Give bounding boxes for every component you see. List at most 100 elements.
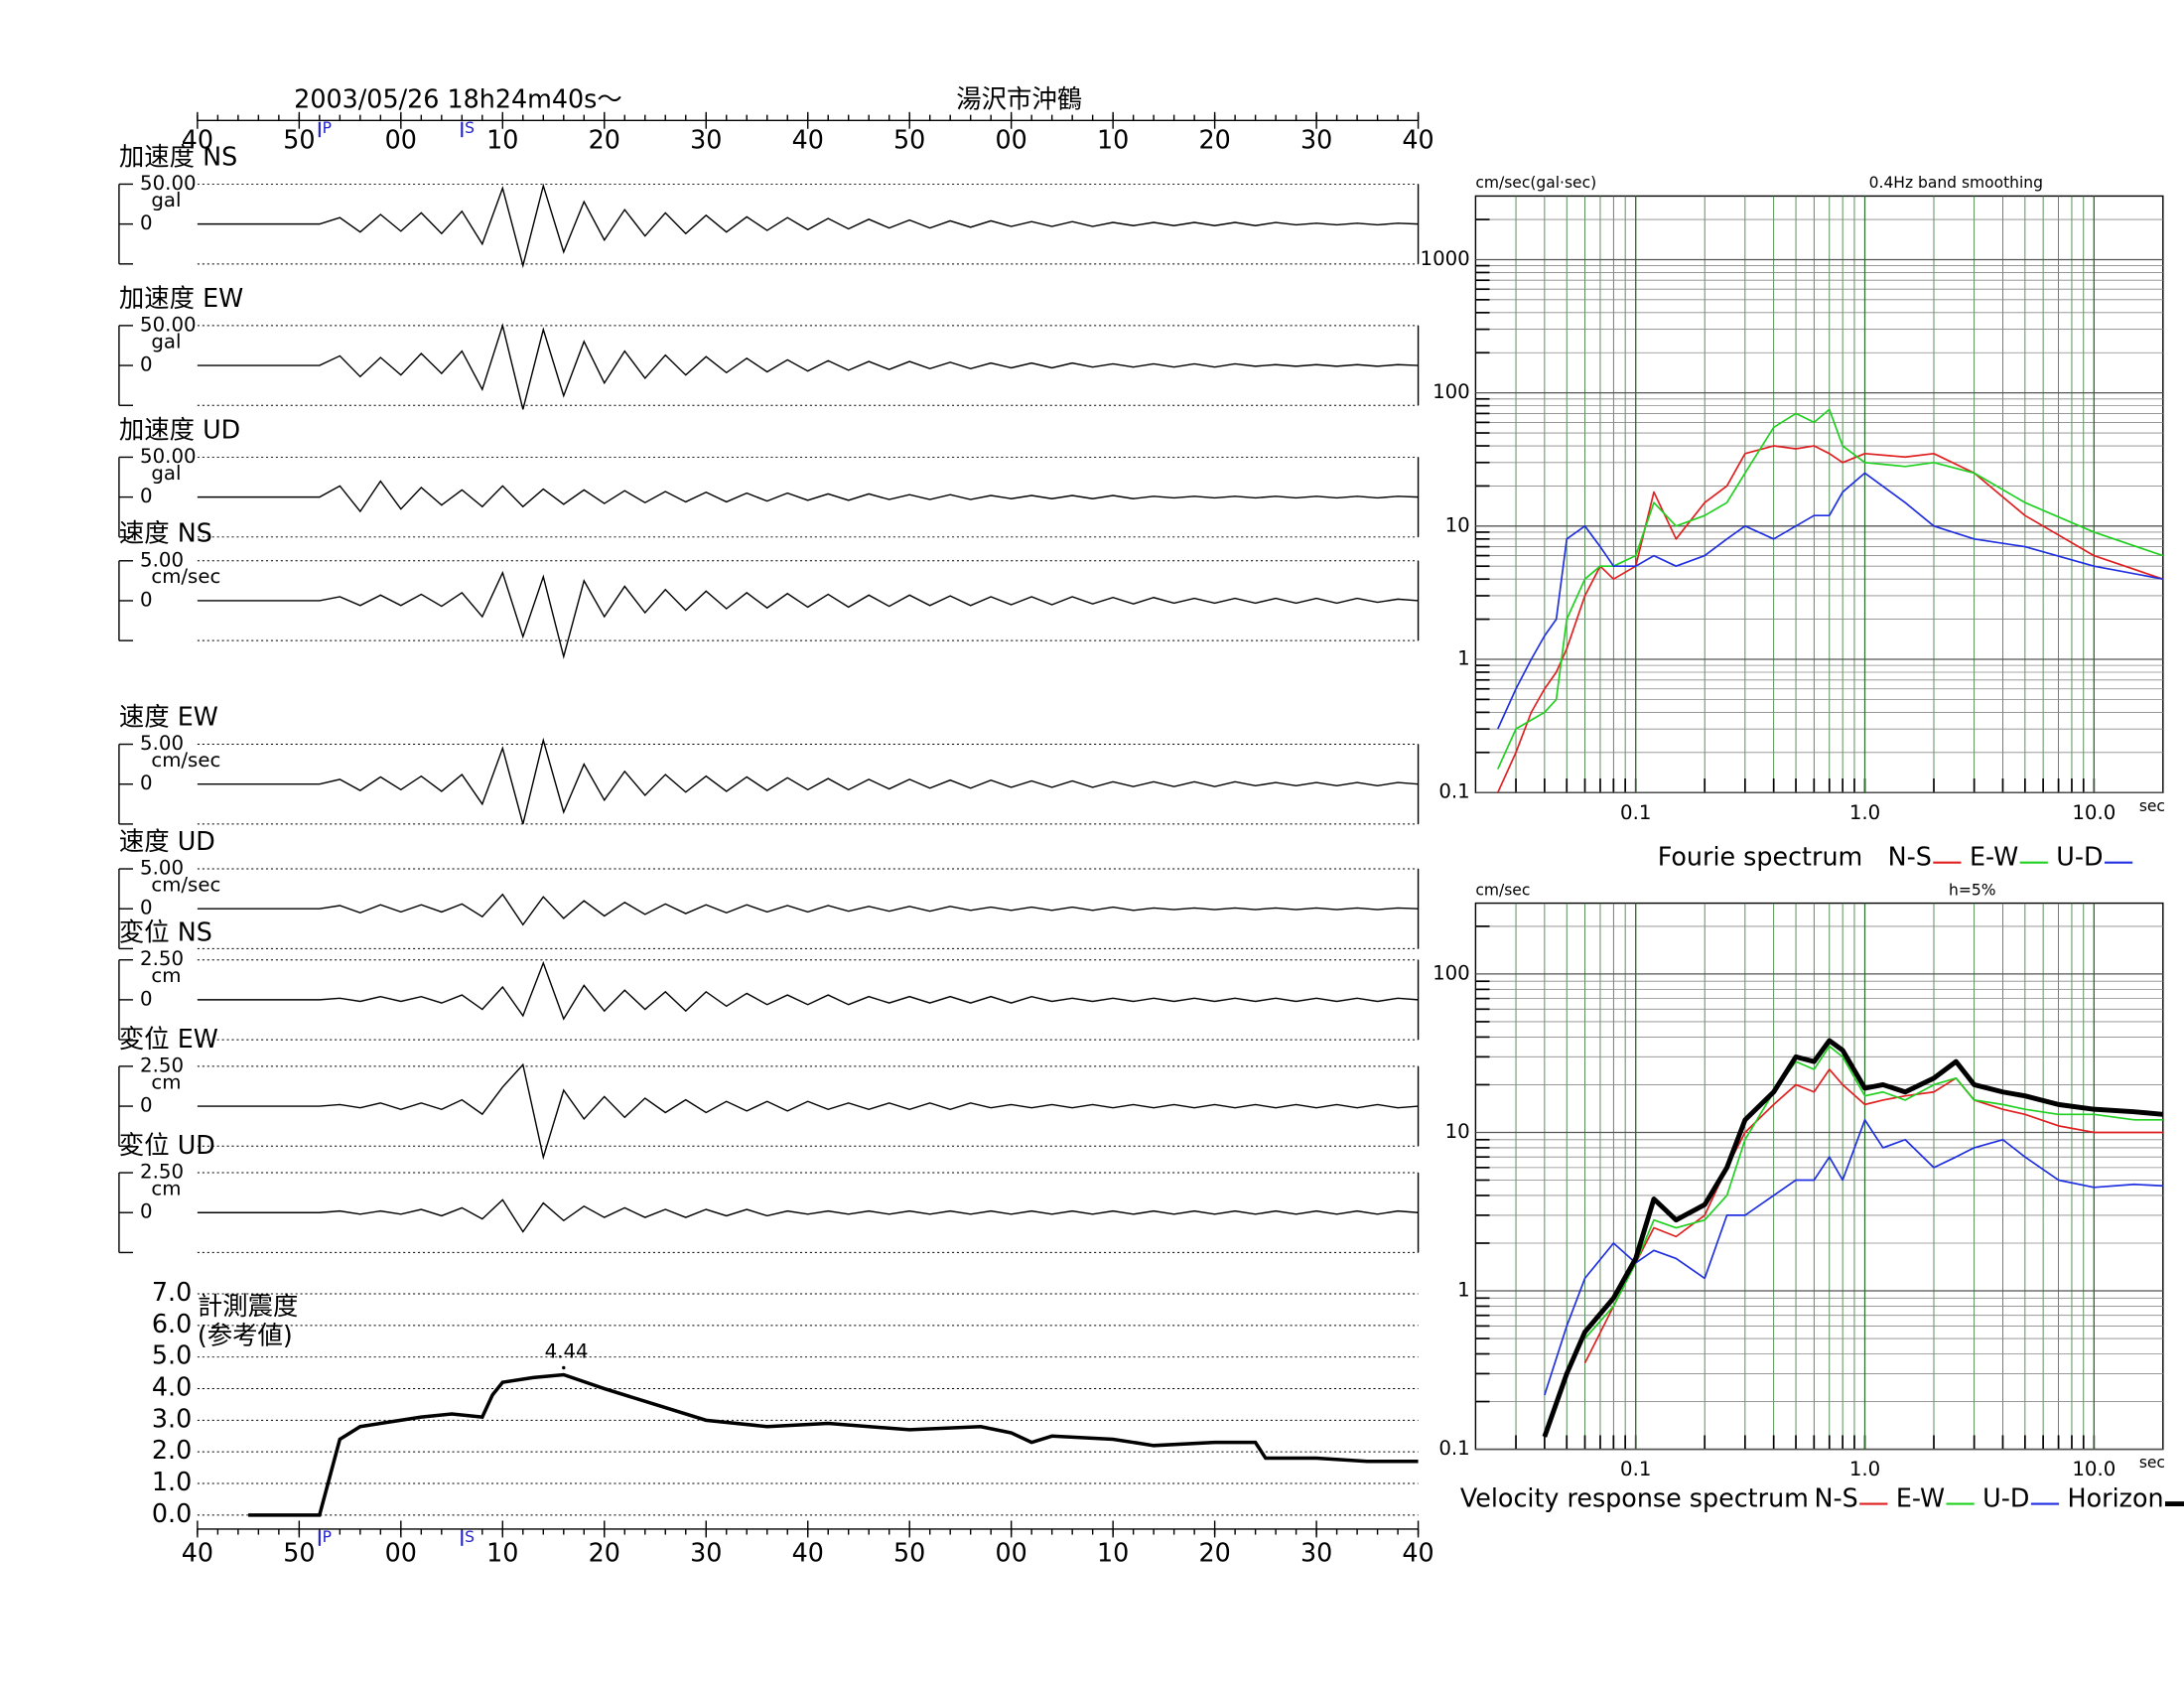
spectrum-line xyxy=(1583,1068,2163,1364)
x-tick-label: 20 xyxy=(589,1537,620,1567)
x-tick-label: 1.0 xyxy=(1849,1458,1880,1480)
x-tick-label: 00 xyxy=(996,124,1027,154)
x-tick-label: 10 xyxy=(1097,124,1129,154)
spectrum-line xyxy=(1544,1118,2163,1396)
y-tick-label: 1 xyxy=(1457,646,1470,669)
phase-label: P xyxy=(323,1528,332,1546)
peak-dot xyxy=(562,1365,566,1370)
unit-label: gal xyxy=(151,462,181,485)
unit-label: gal xyxy=(151,330,181,352)
y-tick-label: 100 xyxy=(1433,961,1470,984)
x-tick-label: 40 xyxy=(1402,124,1433,154)
y-tick-label: 2.50 xyxy=(140,1161,184,1184)
x-tick-label: 50 xyxy=(283,1537,315,1567)
x-tick-label: 40 xyxy=(792,1537,824,1567)
y-tick-label: 0 xyxy=(140,485,153,507)
spectrum-line xyxy=(1496,408,2164,770)
spectrum-line xyxy=(1496,445,2164,793)
y-tick-label: 1000 xyxy=(1421,247,1470,270)
y-tick-label: 50.00 xyxy=(140,172,197,195)
trace-label: 変位 EW xyxy=(119,1024,218,1054)
date: 2003/05/26 18h24m40s〜 xyxy=(294,84,622,114)
unit-label: cm xyxy=(151,1070,181,1093)
legend-title: Fourie spectrum xyxy=(1658,841,1863,871)
waveform xyxy=(197,1198,1419,1233)
x-tick-label: 00 xyxy=(385,124,417,154)
x-tick-label: 20 xyxy=(589,124,620,154)
title: 計測震度 xyxy=(198,1291,299,1321)
x-tick-label: 30 xyxy=(1300,124,1332,154)
spectrum-line xyxy=(1583,1045,2163,1339)
y-unit: cm/sec xyxy=(1475,881,1530,899)
x-tick-label: 30 xyxy=(1300,1537,1332,1567)
x-tick-label: 1.0 xyxy=(1849,801,1880,824)
legend-label: E-W xyxy=(1896,1482,1945,1512)
x-tick-label: 00 xyxy=(996,1537,1027,1567)
unit-label: cm/sec xyxy=(151,749,220,772)
y-tick-label: 5.00 xyxy=(140,732,184,755)
trace-label: 速度 NS xyxy=(119,518,212,548)
legend-label: Horizon xyxy=(2068,1482,2164,1512)
x-tick-label: 40 xyxy=(182,124,213,154)
x-tick-label: 20 xyxy=(1198,1537,1230,1567)
x-tick-label: 0.1 xyxy=(1620,801,1651,824)
y-tick-label: 0 xyxy=(140,588,153,611)
y-tick-label: 5.00 xyxy=(140,857,184,880)
peak-label: 4.44 xyxy=(545,1339,589,1362)
y-tick-label: 0.1 xyxy=(1438,780,1469,803)
legend-title: Velocity response spectrum xyxy=(1460,1482,1809,1512)
waveform xyxy=(197,323,1419,410)
trace-label: 変位 NS xyxy=(119,917,212,947)
trace-label: 速度 UD xyxy=(119,826,215,856)
y-tick-label: 10 xyxy=(1445,1120,1470,1143)
waveform xyxy=(197,1062,1419,1161)
waveform xyxy=(197,183,1419,269)
y-tick-label: 0 xyxy=(140,211,153,234)
y-tick-label: 0.0 xyxy=(152,1498,192,1528)
y-tick-label: 5.00 xyxy=(140,548,184,571)
x-tick-label: 50 xyxy=(893,1537,925,1567)
unit-label: gal xyxy=(151,189,181,211)
y-tick-label: 0 xyxy=(140,1200,153,1223)
unit-label: cm/sec xyxy=(151,565,220,588)
y-tick-label: 2.0 xyxy=(152,1435,192,1465)
x-tick-label: 50 xyxy=(283,124,315,154)
note: 0.4Hz band smoothing xyxy=(1869,174,2043,192)
y-tick-label: 1 xyxy=(1457,1279,1470,1302)
y-tick-label: 5.0 xyxy=(152,1340,192,1370)
subtitle: (参考値) xyxy=(198,1321,293,1350)
spectrum-line xyxy=(1496,472,2163,730)
x-tick-label: 10.0 xyxy=(2072,801,2116,824)
y-tick-label: 6.0 xyxy=(152,1309,192,1338)
plot-frame xyxy=(1474,902,2164,1451)
y-tick-label: 2.50 xyxy=(140,947,184,970)
y-tick-label: 50.00 xyxy=(140,313,197,336)
x-tick-label: 30 xyxy=(690,1537,722,1567)
y-tick-label: 10 xyxy=(1445,513,1470,536)
waveform xyxy=(197,480,1419,513)
x-tick-label: 0.1 xyxy=(1620,1458,1651,1480)
unit-label: cm xyxy=(151,1177,181,1199)
y-tick-label: 0 xyxy=(140,987,153,1010)
note: h=5% xyxy=(1949,881,1995,899)
legend-label: U-D xyxy=(2056,841,2103,871)
x-tick-label: 40 xyxy=(792,124,824,154)
x-tick-label: 10 xyxy=(1097,1537,1129,1567)
y-tick-label: 0 xyxy=(140,353,153,376)
y-tick-label: 0 xyxy=(140,897,153,919)
waveform xyxy=(197,737,1419,825)
legend-label: N-S xyxy=(1815,1482,1858,1512)
y-tick-label: 7.0 xyxy=(152,1277,192,1307)
phase-label: P xyxy=(323,119,332,137)
unit-label: cm xyxy=(151,964,181,987)
x-unit: sec xyxy=(2139,797,2165,815)
trace-label: 加速度 NS xyxy=(119,141,237,171)
x-tick-label: 00 xyxy=(385,1537,417,1567)
x-tick-label: 40 xyxy=(182,1537,213,1567)
y-unit: cm/sec(gal·sec) xyxy=(1475,174,1596,192)
plot-frame xyxy=(1474,195,2164,793)
x-tick-label: 40 xyxy=(1402,1537,1433,1567)
y-tick-label: 0 xyxy=(140,1094,153,1117)
trace-label: 速度 EW xyxy=(119,701,218,731)
